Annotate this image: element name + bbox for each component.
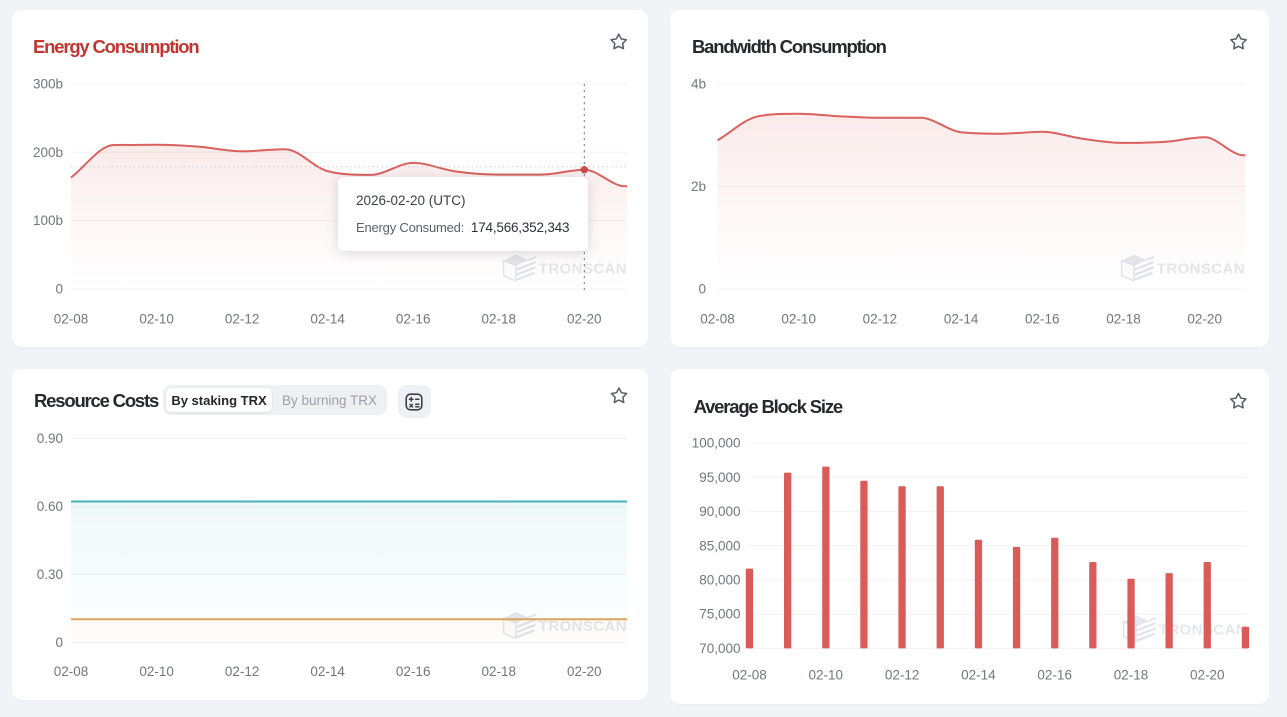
svg-text:0: 0 [55,635,63,650]
svg-text:100b: 100b [33,213,63,228]
svg-text:0: 0 [55,282,63,297]
svg-text:02-20: 02-20 [567,312,602,327]
svg-text:02-18: 02-18 [482,312,517,327]
svg-text:02-08: 02-08 [54,664,89,679]
svg-text:02-12: 02-12 [225,312,260,327]
svg-text:02-14: 02-14 [961,668,996,683]
svg-text:02-14: 02-14 [310,664,345,679]
svg-text:0.90: 0.90 [37,431,63,446]
svg-text:200b: 200b [33,145,63,160]
svg-text:02-08: 02-08 [700,312,735,327]
svg-text:70,000: 70,000 [699,641,740,656]
svg-text:90,000: 90,000 [699,504,740,519]
svg-text:02-12: 02-12 [863,312,898,327]
svg-text:02-16: 02-16 [396,312,431,327]
svg-text:02-10: 02-10 [781,312,816,327]
svg-text:02-16: 02-16 [1025,312,1060,327]
svg-text:02-10: 02-10 [809,668,844,683]
svg-text:02-20: 02-20 [1187,312,1222,327]
svg-text:0: 0 [698,282,706,297]
svg-text:0.30: 0.30 [37,567,63,582]
svg-text:02-18: 02-18 [1114,668,1149,683]
svg-text:02-10: 02-10 [139,664,174,679]
svg-text:02-18: 02-18 [482,664,517,679]
svg-text:80,000: 80,000 [699,573,740,588]
svg-text:02-12: 02-12 [225,664,260,679]
svg-text:02-14: 02-14 [310,312,345,327]
svg-text:02-08: 02-08 [732,668,767,683]
svg-text:100,000: 100,000 [692,436,741,451]
svg-text:85,000: 85,000 [699,538,740,553]
svg-text:300b: 300b [33,77,63,92]
svg-text:02-16: 02-16 [1037,668,1072,683]
svg-text:02-20: 02-20 [1190,668,1225,683]
svg-text:02-12: 02-12 [885,668,920,683]
svg-text:0.60: 0.60 [37,499,63,514]
svg-text:95,000: 95,000 [699,470,740,485]
svg-text:02-20: 02-20 [567,664,602,679]
svg-text:02-18: 02-18 [1106,312,1141,327]
svg-text:4b: 4b [691,77,706,92]
svg-text:75,000: 75,000 [699,607,740,622]
svg-text:02-16: 02-16 [396,664,431,679]
svg-text:02-14: 02-14 [944,312,979,327]
svg-text:2b: 2b [691,179,706,194]
svg-text:02-08: 02-08 [54,312,89,327]
svg-text:TRONSCAN: TRONSCAN [1159,622,1247,639]
svg-text:02-10: 02-10 [139,312,174,327]
